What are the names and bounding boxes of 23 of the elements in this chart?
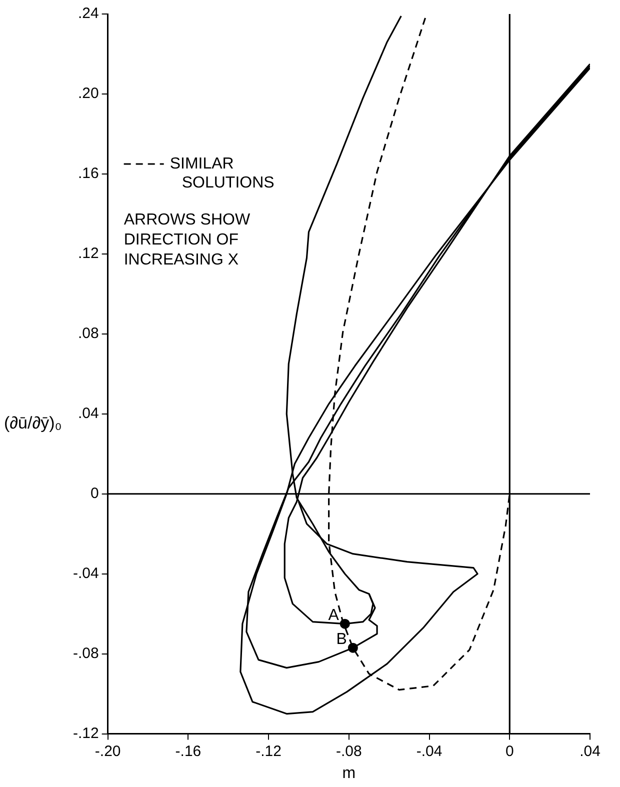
- y-tick-label: .20: [78, 85, 99, 102]
- x-tick-label: -.16: [175, 742, 202, 760]
- y-tick-label: .12: [78, 245, 99, 262]
- x-axis-title: m: [342, 764, 356, 782]
- x-tick-label: .04: [580, 742, 600, 760]
- legend-label: SIMILAR SOLUTIONS: [170, 155, 274, 192]
- y-tick-label: .08: [78, 325, 99, 342]
- y-tick-label: .04: [78, 405, 99, 422]
- annotation: B: [336, 631, 347, 648]
- x-tick-label: -.12: [256, 742, 282, 760]
- annotation: ARROWS SHOW DIRECTION OF INCREASING X: [124, 211, 251, 268]
- y-axis-title: (∂ū/∂ȳ)₀: [4, 414, 62, 433]
- x-tick-label: -.08: [336, 742, 362, 760]
- x-tick-label: -.04: [416, 742, 442, 760]
- y-tick-label: .24: [78, 5, 99, 22]
- y-tick-label: -.04: [72, 564, 99, 582]
- y-tick-label: -.12: [72, 724, 99, 742]
- annotation: A: [328, 607, 340, 624]
- y-tick-label: 0: [90, 485, 99, 502]
- x-tick-label: -.20: [94, 742, 121, 760]
- y-tick-label: -.08: [72, 644, 99, 662]
- x-tick-label: 0: [505, 742, 514, 760]
- y-tick-label: .16: [78, 165, 99, 182]
